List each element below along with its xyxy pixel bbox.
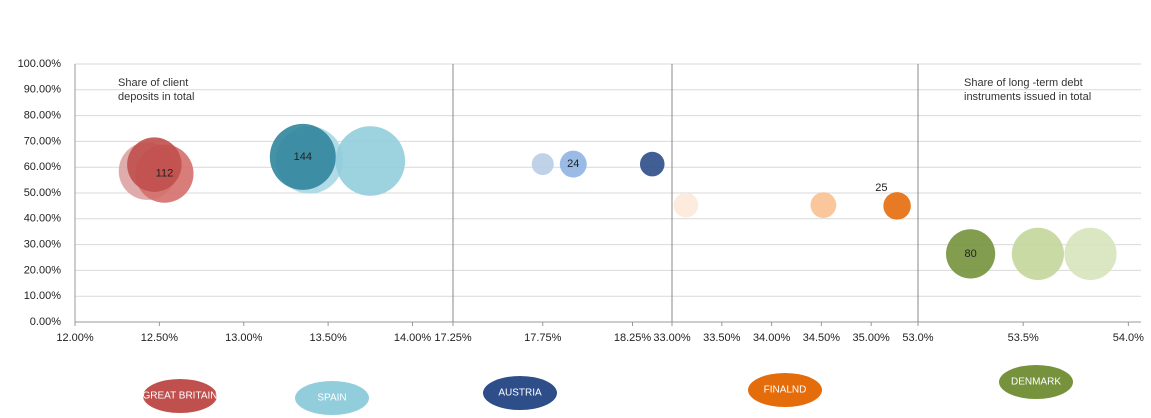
x-tick-label: 33.00% <box>653 332 691 344</box>
x-tick-label: 33.50% <box>703 332 741 344</box>
legend-label: DENMARK <box>1011 377 1061 388</box>
bubble <box>1064 227 1117 280</box>
y-tick-label: 40.00% <box>24 213 62 225</box>
bubble <box>269 123 336 190</box>
bubble <box>673 192 699 218</box>
y-tick-label: 70.00% <box>24 135 62 147</box>
x-tick-label: 14.00% <box>394 332 432 344</box>
x-tick-label: 53.5% <box>1008 332 1039 344</box>
bubble <box>335 126 406 196</box>
bubble <box>1011 227 1065 280</box>
x-tick-label: 17.25% <box>434 332 472 344</box>
y-tick-label: 30.00% <box>24 239 62 251</box>
legend-swatch <box>999 365 1073 399</box>
y-tick-label: 0.00% <box>30 316 61 328</box>
y-tick-label: 20.00% <box>24 264 62 276</box>
x-tick-label: 53.0% <box>902 332 933 344</box>
bubble-label: 25 <box>875 182 887 194</box>
bubble <box>127 137 182 192</box>
legend-swatch <box>143 379 217 413</box>
y-tick-label: 60.00% <box>24 161 62 173</box>
x-tick-label: 54.0% <box>1113 332 1144 344</box>
y-tick-label: 80.00% <box>24 110 62 122</box>
legend-swatch <box>295 381 369 415</box>
legend-label: GREAT BRITAIN <box>142 391 217 402</box>
x-tick-label: 35.00% <box>853 332 891 344</box>
y-tick-label: 100.00% <box>18 58 62 70</box>
legend-label: SPAIN <box>317 393 346 404</box>
legend-label: FINALND <box>764 385 807 396</box>
legend-swatch <box>483 376 557 410</box>
x-tick-label: 18.25% <box>614 332 652 344</box>
legend-label: AUSTRIA <box>498 388 542 399</box>
y-tick-label: 90.00% <box>24 84 62 96</box>
bubble-label: 24 <box>567 158 579 170</box>
x-tick-label: 12.00% <box>56 332 94 344</box>
x-tick-label: 12.50% <box>141 332 179 344</box>
y-tick-label: 10.00% <box>24 290 62 302</box>
legend-swatch <box>748 373 822 407</box>
bubble <box>531 153 554 176</box>
bubble-label: 80 <box>964 248 976 260</box>
bubble <box>559 150 587 178</box>
y-tick-label: 50.00% <box>24 187 62 199</box>
bubble-label: 112 <box>156 168 174 180</box>
x-tick-label: 13.50% <box>309 332 347 344</box>
bubble <box>945 229 996 279</box>
x-tick-label: 13.00% <box>225 332 263 344</box>
bubble <box>883 192 911 220</box>
x-tick-label: 17.75% <box>524 332 562 344</box>
bubble <box>810 192 837 219</box>
bubble-label: 144 <box>294 151 312 163</box>
bubble <box>639 151 665 177</box>
x-tick-label: 34.00% <box>753 332 791 344</box>
annotation: Share of long -term debt instruments iss… <box>964 77 1092 103</box>
annotation: Share of client deposits in total <box>118 77 195 103</box>
x-tick-label: 34.50% <box>803 332 841 344</box>
